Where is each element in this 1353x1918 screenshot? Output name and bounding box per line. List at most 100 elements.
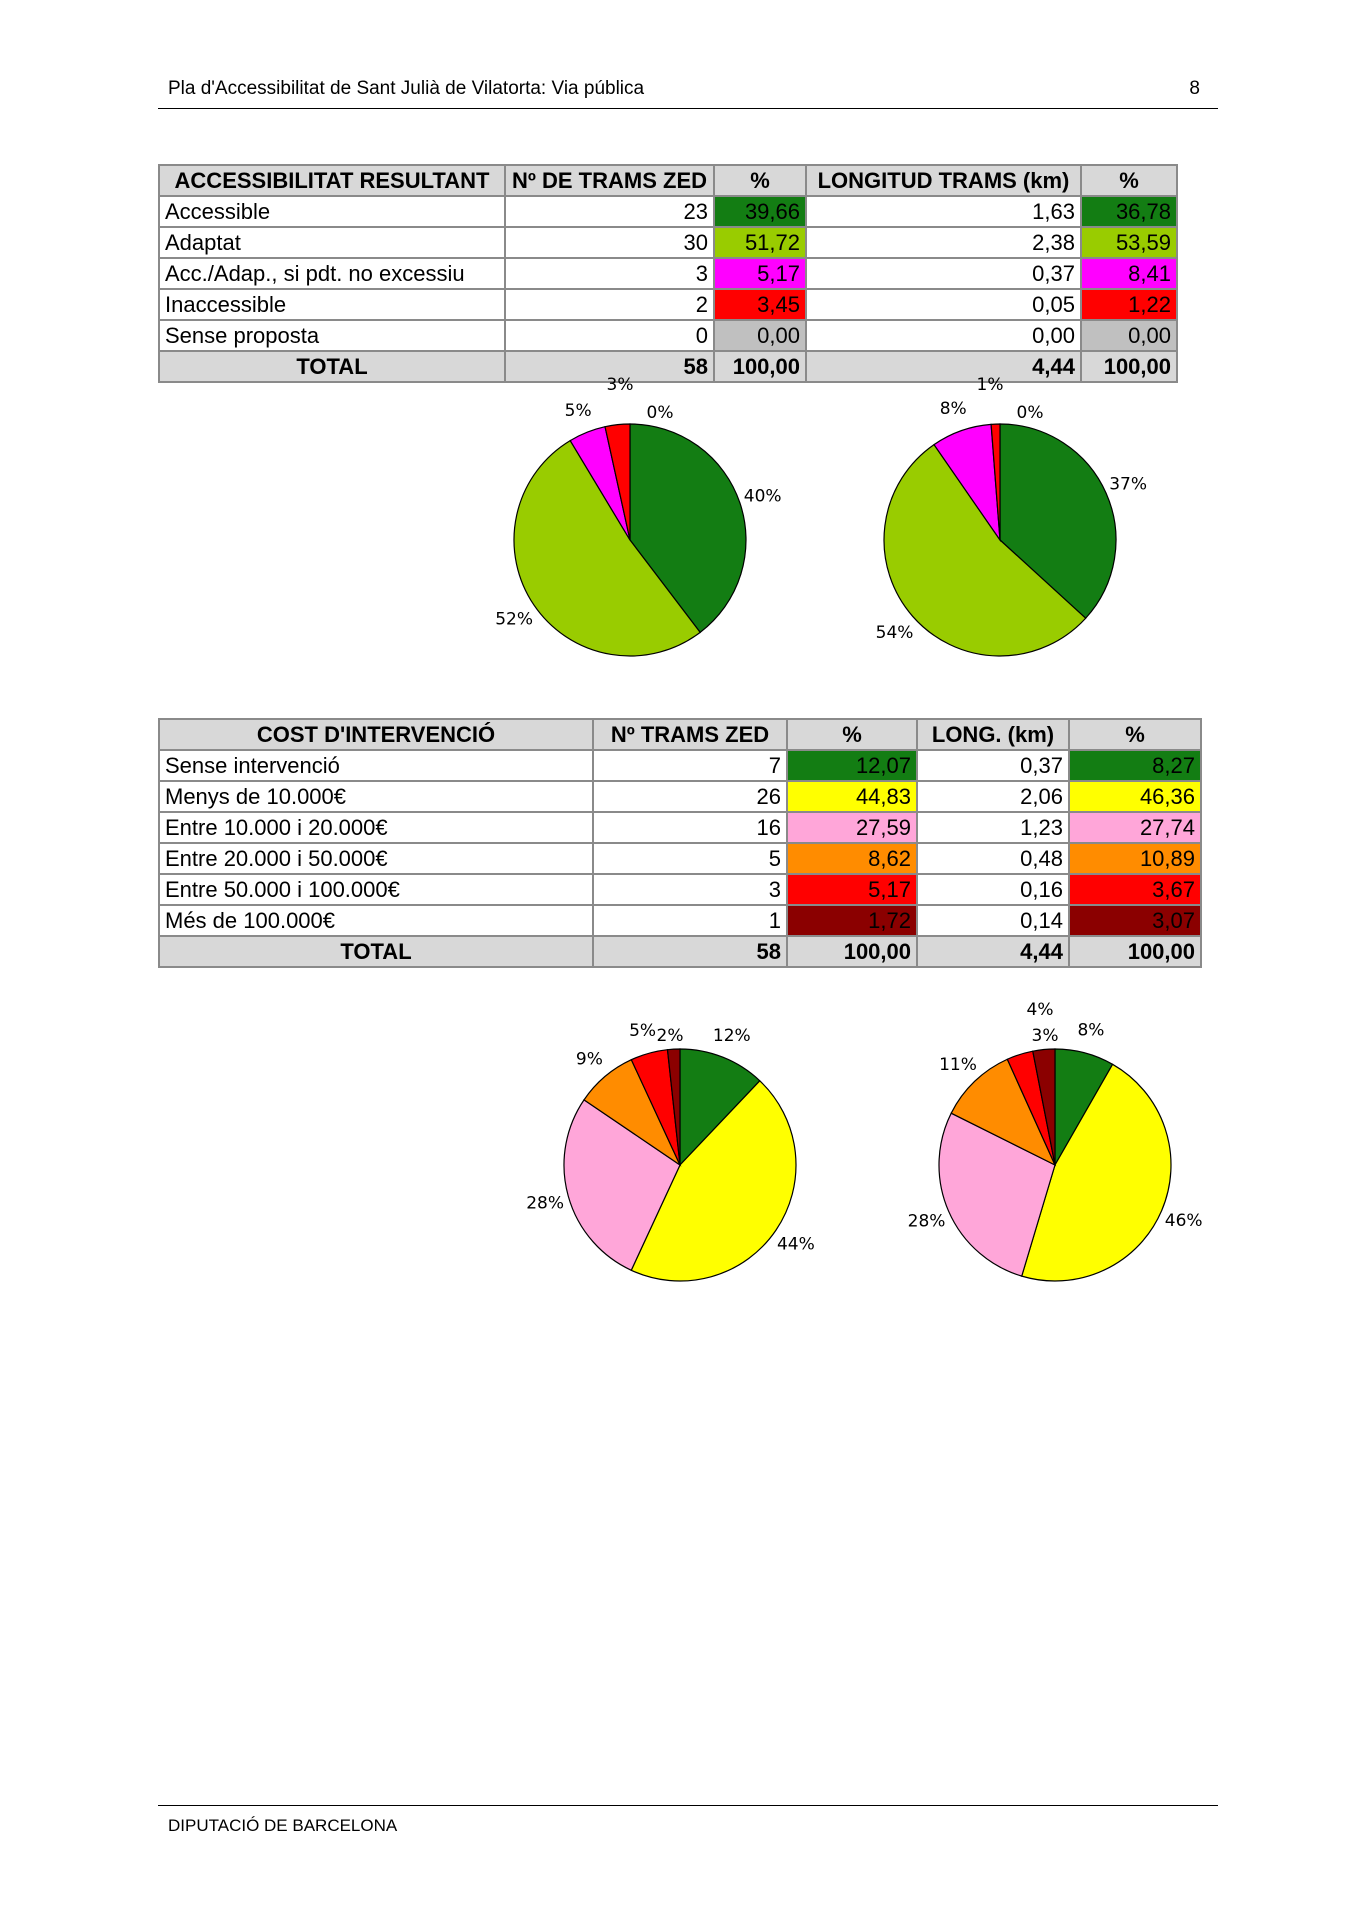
row-count: 7 [592, 749, 788, 782]
row-count: 5 [592, 842, 788, 875]
row-count: 16 [592, 811, 788, 844]
col-header-percent: % [713, 164, 807, 197]
row-label: Entre 50.000 i 100.000€ [158, 873, 594, 906]
cost-table: COST D'INTERVENCIÓ Nº TRAMS ZED % LONG. … [158, 718, 1202, 968]
pie-slice-label: 8% [940, 399, 967, 419]
col-header-percent: % [786, 718, 918, 751]
pie-chart-cost-length: 8% 46% 28% 11% 4% 3% [908, 1000, 1203, 1282]
table-row: Inaccessible 2 3,45 0,05 1,22 [158, 288, 1178, 321]
pie-chart-accessibility-count: 40% 52% 5% 3% 0% [495, 375, 782, 657]
total-count: 58 [504, 350, 715, 383]
page-number: 8 [1189, 78, 1200, 99]
table-row: Entre 10.000 i 20.000€ 16 27,59 1,23 27,74 [158, 811, 1202, 844]
total-label: TOTAL [158, 350, 506, 383]
row-count: 0 [504, 319, 715, 352]
page-footer: DIPUTACIÓ DE BARCELONA [158, 1805, 1218, 1835]
pie-slice [563, 1099, 681, 1272]
row-percent: 27,59 [786, 811, 918, 844]
row-length: 0,16 [916, 873, 1070, 906]
row-length-percent: 27,74 [1068, 811, 1202, 844]
row-label: Més de 100.000€ [158, 904, 594, 937]
row-count: 26 [592, 780, 788, 813]
table-row: Acc./Adap., si pdt. no excessiu 3 5,17 0,37… [158, 257, 1178, 290]
row-length-percent: 0,00 [1080, 319, 1178, 352]
pie-chart-cost-count: 12% 44% 28% 9% 5% 2% [526, 1021, 815, 1282]
pie-slice-label: 8% [1077, 1021, 1104, 1041]
row-length-percent: 8,41 [1080, 257, 1178, 290]
table-total-row: TOTAL 58 100,00 4,44 100,00 [158, 935, 1202, 968]
row-count: 1 [592, 904, 788, 937]
row-percent: 8,62 [786, 842, 918, 875]
row-length: 0,00 [805, 319, 1082, 352]
row-percent: 0,00 [713, 319, 807, 352]
pie-slice-label: 44% [777, 1235, 815, 1255]
pie-slice-label: 1% [977, 375, 1004, 395]
pie-slice [990, 423, 1001, 541]
pie-slice [1020, 1063, 1172, 1282]
col-header-length: LONGITUD TRAMS (km) [805, 164, 1082, 197]
pie-slice [513, 439, 702, 657]
row-length: 0,14 [916, 904, 1070, 937]
table-header-row: COST D'INTERVENCIÓ Nº TRAMS ZED % LONG. … [158, 718, 1202, 751]
row-length-percent: 46,36 [1068, 780, 1202, 813]
row-percent: 1,72 [786, 904, 918, 937]
pie-slice-label: 4% [1027, 1000, 1054, 1020]
table-row: Més de 100.000€ 1 1,72 0,14 3,07 [158, 904, 1202, 937]
total-length: 4,44 [805, 350, 1082, 383]
row-count: 3 [592, 873, 788, 906]
pie-slice [630, 1079, 797, 1282]
pie-slice [679, 1048, 761, 1167]
row-length: 0,37 [916, 749, 1070, 782]
pie-slice [883, 443, 1087, 657]
total-percent: 100,00 [713, 350, 807, 383]
table-row: Adaptat 30 51,72 2,38 53,59 [158, 226, 1178, 259]
row-length-percent: 53,59 [1080, 226, 1178, 259]
pie-slice [938, 1112, 1056, 1277]
table-row: Entre 50.000 i 100.000€ 3 5,17 0,16 3,67 [158, 873, 1202, 906]
pie-slice-label: 40% [744, 486, 782, 506]
pie-chart-accessibility-length: 37% 54% 8% 1% 0% [876, 375, 1147, 657]
total-percent: 100,00 [786, 935, 918, 968]
row-label: Inaccessible [158, 288, 506, 321]
col-header-length: LONG. (km) [916, 718, 1070, 751]
table-header-row: ACCESSIBILITAT RESULTANT Nº DE TRAMS ZED… [158, 164, 1178, 197]
pie-slice [666, 1048, 681, 1166]
row-length: 1,63 [805, 195, 1082, 228]
col-header-count: Nº TRAMS ZED [592, 718, 788, 751]
total-length-percent: 100,00 [1080, 350, 1178, 383]
pie-slice-label: 3% [1032, 1026, 1059, 1046]
table-row: Accessible 23 39,66 1,63 36,78 [158, 195, 1178, 228]
row-length: 2,38 [805, 226, 1082, 259]
row-length-percent: 1,22 [1080, 288, 1178, 321]
row-label: Entre 20.000 i 50.000€ [158, 842, 594, 875]
row-count: 23 [504, 195, 715, 228]
total-length: 4,44 [916, 935, 1070, 968]
page-header: Pla d'Accessibilitat de Sant Julià de Vi… [158, 76, 1218, 109]
pie-slice-label: 0% [1017, 403, 1044, 423]
row-length-percent: 36,78 [1080, 195, 1178, 228]
row-count: 3 [504, 257, 715, 290]
row-length-percent: 3,07 [1068, 904, 1202, 937]
pie-slice-label: 3% [607, 375, 634, 395]
footer-text: DIPUTACIÓ DE BARCELONA [168, 1816, 398, 1835]
pie-slice-label: 28% [908, 1212, 946, 1232]
row-label: Sense intervenció [158, 749, 594, 782]
row-length-percent: 3,67 [1068, 873, 1202, 906]
row-length: 2,06 [916, 780, 1070, 813]
table-row: Sense proposta 0 0,00 0,00 0,00 [158, 319, 1178, 352]
col-header-length-percent: % [1068, 718, 1202, 751]
row-label: Sense proposta [158, 319, 506, 352]
pie-slice-label: 0% [647, 403, 674, 423]
pie-slice-label: 46% [1165, 1211, 1203, 1231]
row-label: Entre 10.000 i 20.000€ [158, 811, 594, 844]
row-percent: 12,07 [786, 749, 918, 782]
row-percent: 39,66 [713, 195, 807, 228]
row-length: 0,37 [805, 257, 1082, 290]
total-label: TOTAL [158, 935, 594, 968]
row-percent: 5,17 [786, 873, 918, 906]
table-total-row: TOTAL 58 100,00 4,44 100,00 [158, 350, 1178, 383]
total-count: 58 [592, 935, 788, 968]
col-header-cost: COST D'INTERVENCIÓ [158, 718, 594, 751]
row-label: Acc./Adap., si pdt. no excessiu [158, 257, 506, 290]
pie-slice-label: 5% [565, 401, 592, 421]
